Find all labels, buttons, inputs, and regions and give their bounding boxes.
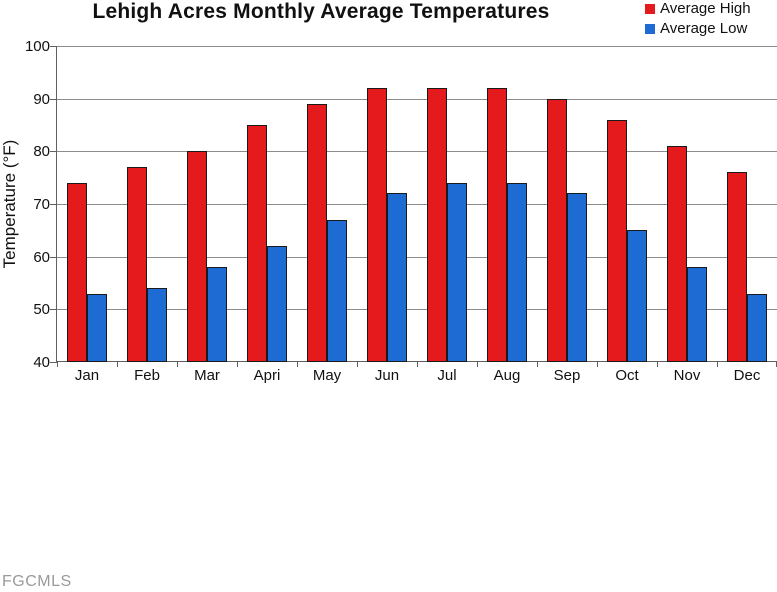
y-tick-70 [50, 204, 57, 205]
x-tick-4 [297, 362, 298, 367]
bar-low-feb [147, 288, 167, 362]
bar-high-jan [67, 182, 87, 362]
legend-item-average-low: Average Low [645, 20, 751, 37]
bar-low-oct [627, 230, 647, 362]
y-tick-40 [50, 362, 57, 363]
x-tick-label-mar: Mar [194, 367, 220, 384]
x-tick-label-nov: Nov [673, 367, 701, 384]
x-tick-7 [477, 362, 478, 367]
legend-label-average-low: Average Low [660, 20, 748, 37]
bar-high-aug [487, 88, 507, 362]
y-tick-60 [50, 256, 57, 258]
y-tick-label-50: 50 [33, 301, 50, 319]
x-tick-label-oct: Oct [615, 367, 639, 384]
plot-area [56, 46, 777, 362]
bar-high-mar [187, 151, 207, 362]
x-tick-1 [117, 362, 118, 367]
bar-low-jan [87, 293, 107, 362]
bar-high-sep [547, 98, 567, 362]
x-tick-label-jul: Jul [437, 367, 457, 384]
chart-title: Lehigh Acres Monthly Average Temperature… [92, 0, 550, 23]
x-tick-10 [657, 362, 658, 367]
bar-low-dec [747, 293, 767, 362]
gridline-50 [56, 309, 777, 311]
bar-high-dec [727, 172, 747, 362]
bar-high-jun [367, 88, 387, 362]
bar-low-sep [567, 193, 587, 362]
x-tick-2 [177, 362, 178, 367]
legend-swatch-high-icon [645, 3, 655, 14]
gridline-90 [56, 98, 777, 100]
x-tick-label-feb: Feb [134, 367, 160, 384]
gridline-70 [56, 204, 777, 205]
x-tick-9 [597, 362, 598, 367]
x-tick-6 [417, 362, 418, 367]
gridline-60 [56, 256, 777, 258]
x-tick-label-sep: Sep [553, 367, 581, 384]
x-tick-label-may: May [312, 367, 342, 384]
legend-swatch-low-icon [645, 23, 655, 34]
bar-high-jul [427, 88, 447, 362]
watermark: FGCMLS [2, 573, 72, 590]
bar-high-may [307, 103, 327, 362]
y-tick-label-60: 60 [33, 248, 50, 266]
x-tick-label-dec: Dec [733, 367, 761, 384]
bar-low-mar [207, 267, 227, 362]
legend-item-average-high: Average High [645, 0, 751, 17]
x-tick-3 [237, 362, 238, 367]
legend: Average High Average Low [645, 0, 751, 37]
gridline-80 [56, 151, 777, 153]
y-tick-label-100: 100 [24, 38, 50, 55]
x-axis-line [56, 361, 777, 362]
legend-label-average-high: Average High [660, 0, 751, 17]
x-tick-label-jan: Jan [74, 367, 100, 384]
bar-low-jun [387, 193, 407, 362]
bar-low-jul [447, 182, 467, 362]
bar-low-apri [267, 246, 287, 362]
y-tick-label-90: 90 [33, 90, 50, 108]
x-tick-label-jun: Jun [374, 367, 400, 384]
y-tick-label-40: 40 [33, 354, 50, 371]
y-tick-label-80: 80 [33, 143, 50, 161]
bar-high-oct [607, 119, 627, 362]
x-tick-label-aug: Aug [493, 367, 521, 384]
x-tick-11 [717, 362, 718, 367]
y-tick-50 [50, 309, 57, 311]
gridline-100 [56, 46, 777, 47]
bar-high-nov [667, 146, 687, 362]
x-tick-0 [57, 362, 58, 367]
y-tick-label-70: 70 [33, 196, 50, 213]
bar-high-feb [127, 167, 147, 362]
y-tick-100 [50, 46, 57, 47]
x-tick-8 [537, 362, 538, 367]
bar-high-apri [247, 125, 267, 362]
x-tick-label-apri: Apri [253, 367, 281, 384]
x-tick-5 [357, 362, 358, 367]
bar-low-nov [687, 267, 707, 362]
y-tick-80 [50, 151, 57, 153]
bar-low-may [327, 219, 347, 362]
bar-low-aug [507, 182, 527, 362]
y-tick-90 [50, 98, 57, 100]
